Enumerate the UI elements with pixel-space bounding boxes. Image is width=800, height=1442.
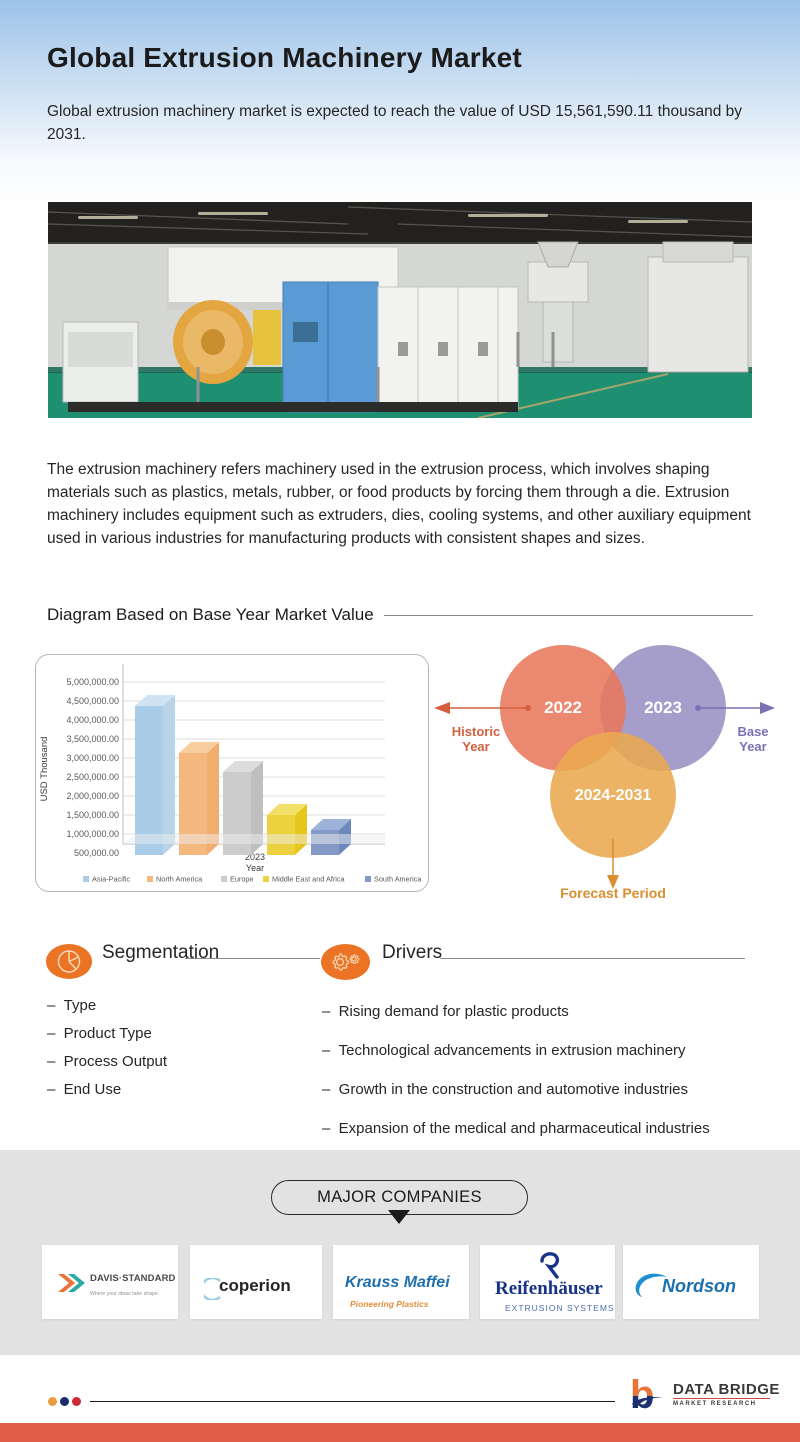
svg-text:South America: South America bbox=[374, 875, 422, 884]
svg-text:1,000,000.00: 1,000,000.00 bbox=[66, 829, 119, 839]
svg-text:Middle East and Africa: Middle East and Africa bbox=[272, 875, 346, 884]
svg-text:Year: Year bbox=[246, 863, 264, 873]
svg-text:Forecast Period: Forecast Period bbox=[560, 885, 666, 900]
svg-text:500,000.00: 500,000.00 bbox=[74, 848, 119, 858]
svg-text:3,000,000.00: 3,000,000.00 bbox=[66, 753, 119, 763]
svg-text:Historic: Historic bbox=[452, 724, 500, 739]
svg-text:4,000,000.00: 4,000,000.00 bbox=[66, 715, 119, 725]
svg-text:2023: 2023 bbox=[644, 698, 682, 717]
svg-text:Asia-Pacific: Asia-Pacific bbox=[92, 875, 130, 884]
svg-text:Europe: Europe bbox=[230, 875, 254, 884]
svg-text:Base: Base bbox=[737, 724, 768, 739]
svg-text:2,000,000.00: 2,000,000.00 bbox=[66, 791, 119, 801]
svg-text:Year: Year bbox=[462, 739, 489, 754]
svg-text:Year: Year bbox=[739, 739, 766, 754]
svg-text:2022: 2022 bbox=[544, 698, 582, 717]
svg-text:1,500,000.00: 1,500,000.00 bbox=[66, 810, 119, 820]
svg-text:4,500,000.00: 4,500,000.00 bbox=[66, 696, 119, 706]
svg-text:2,500,000.00: 2,500,000.00 bbox=[66, 772, 119, 782]
svg-text:USD Thousand: USD Thousand bbox=[39, 737, 50, 802]
svg-text:3,500,000.00: 3,500,000.00 bbox=[66, 734, 119, 744]
svg-text:2024-2031: 2024-2031 bbox=[575, 787, 652, 804]
svg-text:5,000,000.00: 5,000,000.00 bbox=[66, 677, 119, 687]
svg-text:North America: North America bbox=[156, 875, 203, 884]
